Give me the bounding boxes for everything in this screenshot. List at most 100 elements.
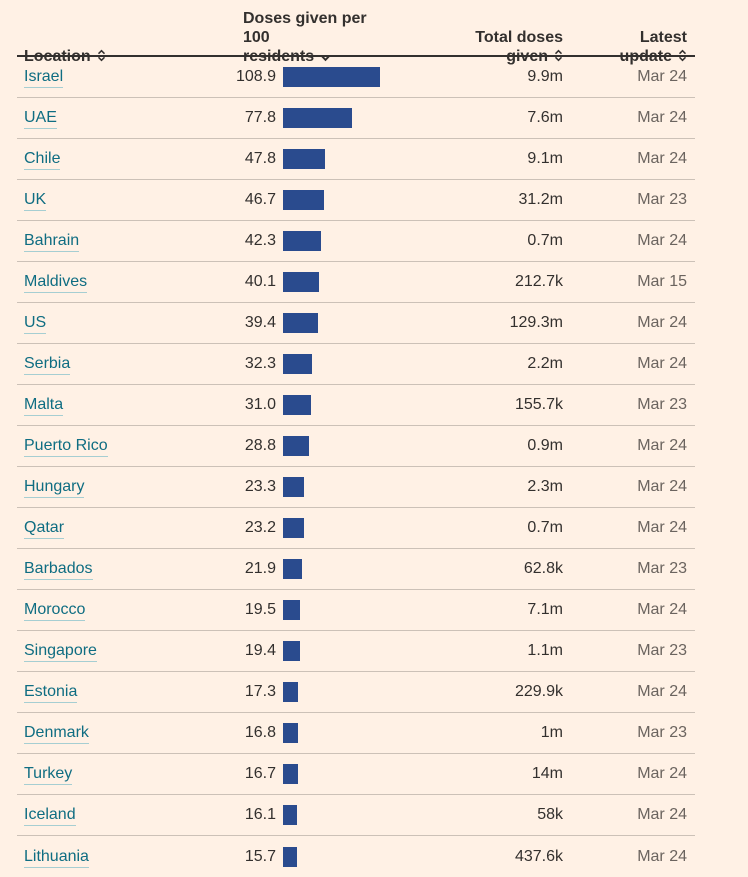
doses-per-100-value: 23.2 <box>244 519 276 536</box>
location-cell: Bahrain <box>17 232 233 252</box>
total-doses-value: 0.9m <box>527 437 563 454</box>
table-row: UAE 77.8 7.6m Mar 24 <box>17 98 695 139</box>
latest-update-value: Mar 15 <box>637 273 687 290</box>
total-doses-value: 0.7m <box>527 232 563 249</box>
total-doses-value: 9.9m <box>527 68 563 85</box>
latest-update-value: Mar 24 <box>637 519 687 536</box>
table-row: Bahrain 42.3 0.7m Mar 24 <box>17 221 695 262</box>
latest-update-value: Mar 24 <box>637 314 687 331</box>
latest-update-value: Mar 24 <box>637 601 687 618</box>
location-link[interactable]: UAE <box>24 109 57 129</box>
location-link[interactable]: Barbados <box>24 560 93 580</box>
column-header-location[interactable]: Location <box>17 47 233 66</box>
location-cell: Maldives <box>17 273 233 293</box>
doses-per-100-cell: 47.8 <box>233 149 391 169</box>
doses-bar <box>283 354 312 374</box>
doses-per-100-cell: 32.3 <box>233 354 391 374</box>
column-header-doses-per-100[interactable]: Doses given per 100 residents <box>233 9 391 66</box>
location-cell: Israel <box>17 68 233 88</box>
doses-per-100-cell: 40.1 <box>233 272 391 292</box>
location-link[interactable]: Morocco <box>24 601 86 621</box>
latest-update-value: Mar 24 <box>637 847 687 865</box>
column-header-update-line1: Latest <box>639 29 687 46</box>
latest-update-value: Mar 24 <box>637 150 687 167</box>
doses-bar <box>283 764 298 784</box>
table-row: Qatar 23.2 0.7m Mar 24 <box>17 508 695 549</box>
total-doses-value: 14m <box>531 765 563 782</box>
table-row: Iceland 16.1 58k Mar 24 <box>17 795 695 836</box>
location-link[interactable]: Malta <box>24 396 64 416</box>
total-doses-value: 2.3m <box>527 478 563 495</box>
doses-bar <box>283 846 297 867</box>
doses-per-100-value: 31.0 <box>244 396 276 413</box>
doses-per-100-value: 16.1 <box>244 806 276 823</box>
doses-per-100-value: 16.8 <box>244 724 276 741</box>
doses-per-100-cell: 42.3 <box>233 231 391 251</box>
location-cell: Serbia <box>17 355 233 375</box>
location-link[interactable]: Qatar <box>24 519 65 539</box>
vaccine-tracker-table: Location Doses given per 100 residents T… <box>17 0 695 877</box>
latest-update-value: Mar 24 <box>637 109 687 126</box>
doses-per-100-value: 77.8 <box>244 109 276 126</box>
latest-update-value: Mar 24 <box>637 355 687 372</box>
location-link[interactable]: US <box>24 314 47 334</box>
latest-update-value: Mar 24 <box>637 478 687 495</box>
table-row: UK 46.7 31.2m Mar 23 <box>17 180 695 221</box>
latest-update-value: Mar 23 <box>637 560 687 577</box>
total-doses-value: 62.8k <box>523 560 563 577</box>
location-link[interactable]: Lithuania <box>24 847 89 868</box>
total-doses-value: 229.9k <box>514 683 563 700</box>
table-row: Singapore 19.4 1.1m Mar 23 <box>17 631 695 672</box>
doses-per-100-cell: 21.9 <box>233 559 391 579</box>
doses-bar <box>283 600 301 620</box>
doses-per-100-value: 46.7 <box>244 191 276 208</box>
location-link[interactable]: UK <box>24 191 47 211</box>
latest-update-value: Mar 24 <box>637 683 687 700</box>
table-row: Chile 47.8 9.1m Mar 24 <box>17 139 695 180</box>
location-link[interactable]: Puerto Rico <box>24 437 108 457</box>
doses-bar <box>283 805 298 825</box>
location-link[interactable]: Maldives <box>24 273 88 293</box>
doses-per-100-value: 19.4 <box>244 642 276 659</box>
latest-update-value: Mar 24 <box>637 437 687 454</box>
location-cell: Iceland <box>17 806 233 826</box>
table-row: Puerto Rico 28.8 0.9m Mar 24 <box>17 426 695 467</box>
location-link[interactable]: Singapore <box>24 642 97 662</box>
table-row: Israel 108.9 9.9m Mar 24 <box>17 57 695 98</box>
doses-per-100-value: 32.3 <box>244 355 276 372</box>
location-link[interactable]: Israel <box>24 68 64 88</box>
location-cell: Morocco <box>17 601 233 621</box>
location-link[interactable]: Estonia <box>24 683 78 703</box>
location-link[interactable]: Chile <box>24 150 61 170</box>
latest-update-value: Mar 23 <box>637 724 687 741</box>
sort-up-down-icon <box>554 48 563 67</box>
doses-bar <box>283 190 325 210</box>
doses-bar <box>283 231 321 251</box>
location-link[interactable]: Hungary <box>24 478 85 498</box>
doses-bar <box>283 67 380 87</box>
location-link[interactable]: Iceland <box>24 806 76 826</box>
doses-per-100-cell: 108.9 <box>233 67 391 87</box>
location-link[interactable]: Bahrain <box>24 232 80 252</box>
location-link[interactable]: Denmark <box>24 724 89 744</box>
doses-per-100-cell: 19.4 <box>233 641 391 661</box>
location-cell: UK <box>17 191 233 211</box>
total-doses-value: 1m <box>540 724 563 741</box>
latest-update-value: Mar 24 <box>637 806 687 823</box>
column-header-latest-update[interactable]: Latest update <box>563 28 695 66</box>
location-link[interactable]: Turkey <box>24 765 73 785</box>
total-doses-value: 7.6m <box>527 109 563 126</box>
doses-per-100-cell: 16.8 <box>233 723 391 743</box>
doses-per-100-cell: 77.8 <box>233 108 391 128</box>
total-doses-value: 58k <box>537 806 563 823</box>
column-header-total-doses[interactable]: Total doses given <box>391 28 563 66</box>
table-row: Morocco 19.5 7.1m Mar 24 <box>17 590 695 631</box>
doses-per-100-cell: 23.3 <box>233 477 391 497</box>
table-row: Maldives 40.1 212.7k Mar 15 <box>17 262 695 303</box>
doses-per-100-value: 39.4 <box>244 314 276 331</box>
total-doses-value: 129.3m <box>509 314 563 331</box>
sort-descending-icon <box>320 48 331 67</box>
total-doses-value: 1.1m <box>527 642 563 659</box>
location-link[interactable]: Serbia <box>24 355 71 375</box>
latest-update-value: Mar 24 <box>637 68 687 85</box>
